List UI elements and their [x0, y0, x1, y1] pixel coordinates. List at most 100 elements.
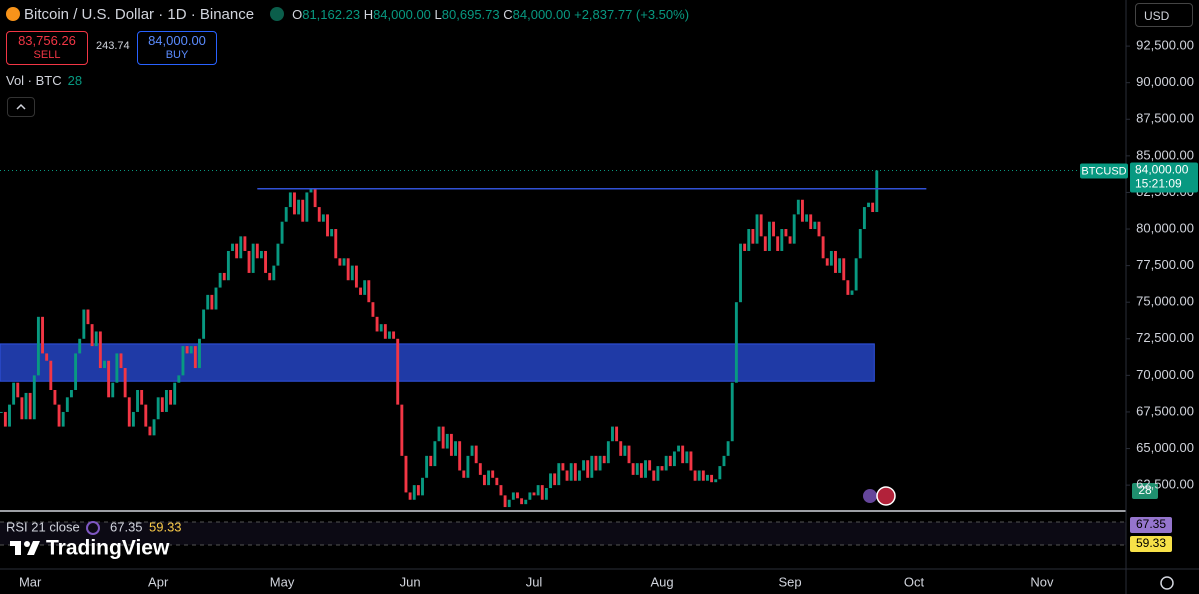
y-tick-label: 75,000.00: [1136, 294, 1194, 309]
candle: [776, 236, 780, 251]
candle: [813, 221, 817, 230]
candle: [202, 309, 206, 339]
candle: [41, 316, 44, 354]
y-tick-label: 70,000.00: [1136, 367, 1194, 382]
candle: [82, 309, 86, 339]
candle: [309, 188, 313, 193]
candle: [780, 229, 784, 251]
ohlc-key: H: [363, 6, 374, 22]
rsi-band: [0, 522, 1126, 545]
candle: [619, 441, 623, 456]
candle: [681, 445, 685, 464]
candle: [140, 390, 144, 405]
candle: [858, 229, 862, 259]
ohlc: O81,162.23 H84,000.00 L80,695.73 C84,000…: [292, 7, 689, 22]
candle: [164, 390, 168, 412]
price-box: [1130, 162, 1198, 193]
candle: [94, 331, 98, 347]
candle: [70, 390, 73, 398]
candle: [425, 455, 429, 478]
candle: [61, 411, 65, 427]
candle: [639, 463, 643, 478]
symbol-label: BTCUSD: [1081, 165, 1126, 177]
candle: [701, 470, 705, 481]
candle: [342, 258, 346, 266]
candle: [631, 463, 635, 475]
candle: [169, 390, 173, 405]
candle: [90, 324, 94, 347]
settings-icon[interactable]: [1160, 576, 1174, 590]
collapse-button[interactable]: [7, 97, 35, 117]
ohlc-key: O: [292, 6, 303, 22]
y-tick-label: 90,000.00: [1136, 74, 1194, 89]
candle: [375, 316, 379, 332]
candle: [177, 375, 181, 383]
candle: [796, 199, 800, 215]
buy-button[interactable]: 84,000.00 BUY: [137, 31, 217, 65]
logo: TradingView: [10, 537, 170, 560]
x-tick-label: Apr: [148, 574, 169, 589]
ohlc-value: 84,000.00: [373, 6, 431, 22]
candle: [350, 265, 354, 281]
candle: [53, 390, 57, 405]
sell-button[interactable]: 83,756.26 SELL: [6, 31, 88, 65]
candle: [264, 250, 268, 273]
candle: [635, 463, 639, 475]
y-tick-label: 92,500.00: [1136, 38, 1194, 53]
candle: [363, 280, 367, 295]
candle: [12, 382, 16, 405]
candle: [788, 236, 792, 244]
chevron: [16, 103, 26, 110]
y-tick-label: 62,500.00: [1136, 477, 1194, 492]
candle: [65, 397, 69, 412]
candle: [115, 353, 119, 383]
candle: [862, 207, 866, 230]
candle: [817, 221, 821, 237]
candle: [586, 460, 590, 478]
x-tick-label: May: [270, 574, 295, 589]
candle: [520, 498, 524, 505]
candle: [536, 485, 540, 496]
candle: [697, 470, 701, 481]
candle: [470, 445, 474, 456]
volume-legend: Vol · BTC 28: [6, 73, 82, 88]
candle: [0, 411, 3, 413]
candle: [664, 455, 668, 471]
candle: [259, 250, 263, 259]
y-tick-label: 72,500.00: [1136, 330, 1194, 345]
candle: [801, 199, 804, 222]
rsi-ma-box: [1130, 536, 1172, 552]
rsi-label: RSI 21 close: [6, 519, 80, 534]
candle: [127, 397, 131, 427]
candle: [511, 492, 515, 500]
y-tick-label: 80,000.00: [1136, 220, 1194, 235]
candle: [784, 229, 788, 237]
candle: [379, 324, 383, 332]
candle: [239, 236, 243, 259]
candle: [20, 397, 24, 420]
candle: [846, 280, 850, 295]
market-status: [270, 7, 285, 21]
zone: [0, 343, 875, 382]
x-tick-label: Aug: [650, 574, 673, 589]
candle: [16, 382, 20, 398]
candle: [772, 221, 775, 237]
x-tick-label: Nov: [1030, 574, 1054, 589]
candle: [842, 258, 846, 281]
ohlc-key: L: [434, 6, 442, 22]
candle: [297, 199, 301, 215]
candle: [338, 258, 342, 266]
candle: [412, 485, 416, 500]
candle: [24, 392, 28, 420]
candle: [606, 441, 610, 464]
sell-label: SELL: [33, 49, 61, 61]
candle: [565, 470, 569, 481]
change: +2,837.77 (+3.50%): [574, 6, 690, 22]
candle: [759, 214, 763, 237]
currency-select[interactable]: USD: [1135, 3, 1193, 27]
candle: [57, 404, 61, 427]
candle: [276, 243, 280, 266]
candle: [429, 455, 433, 467]
candle: [144, 404, 148, 427]
